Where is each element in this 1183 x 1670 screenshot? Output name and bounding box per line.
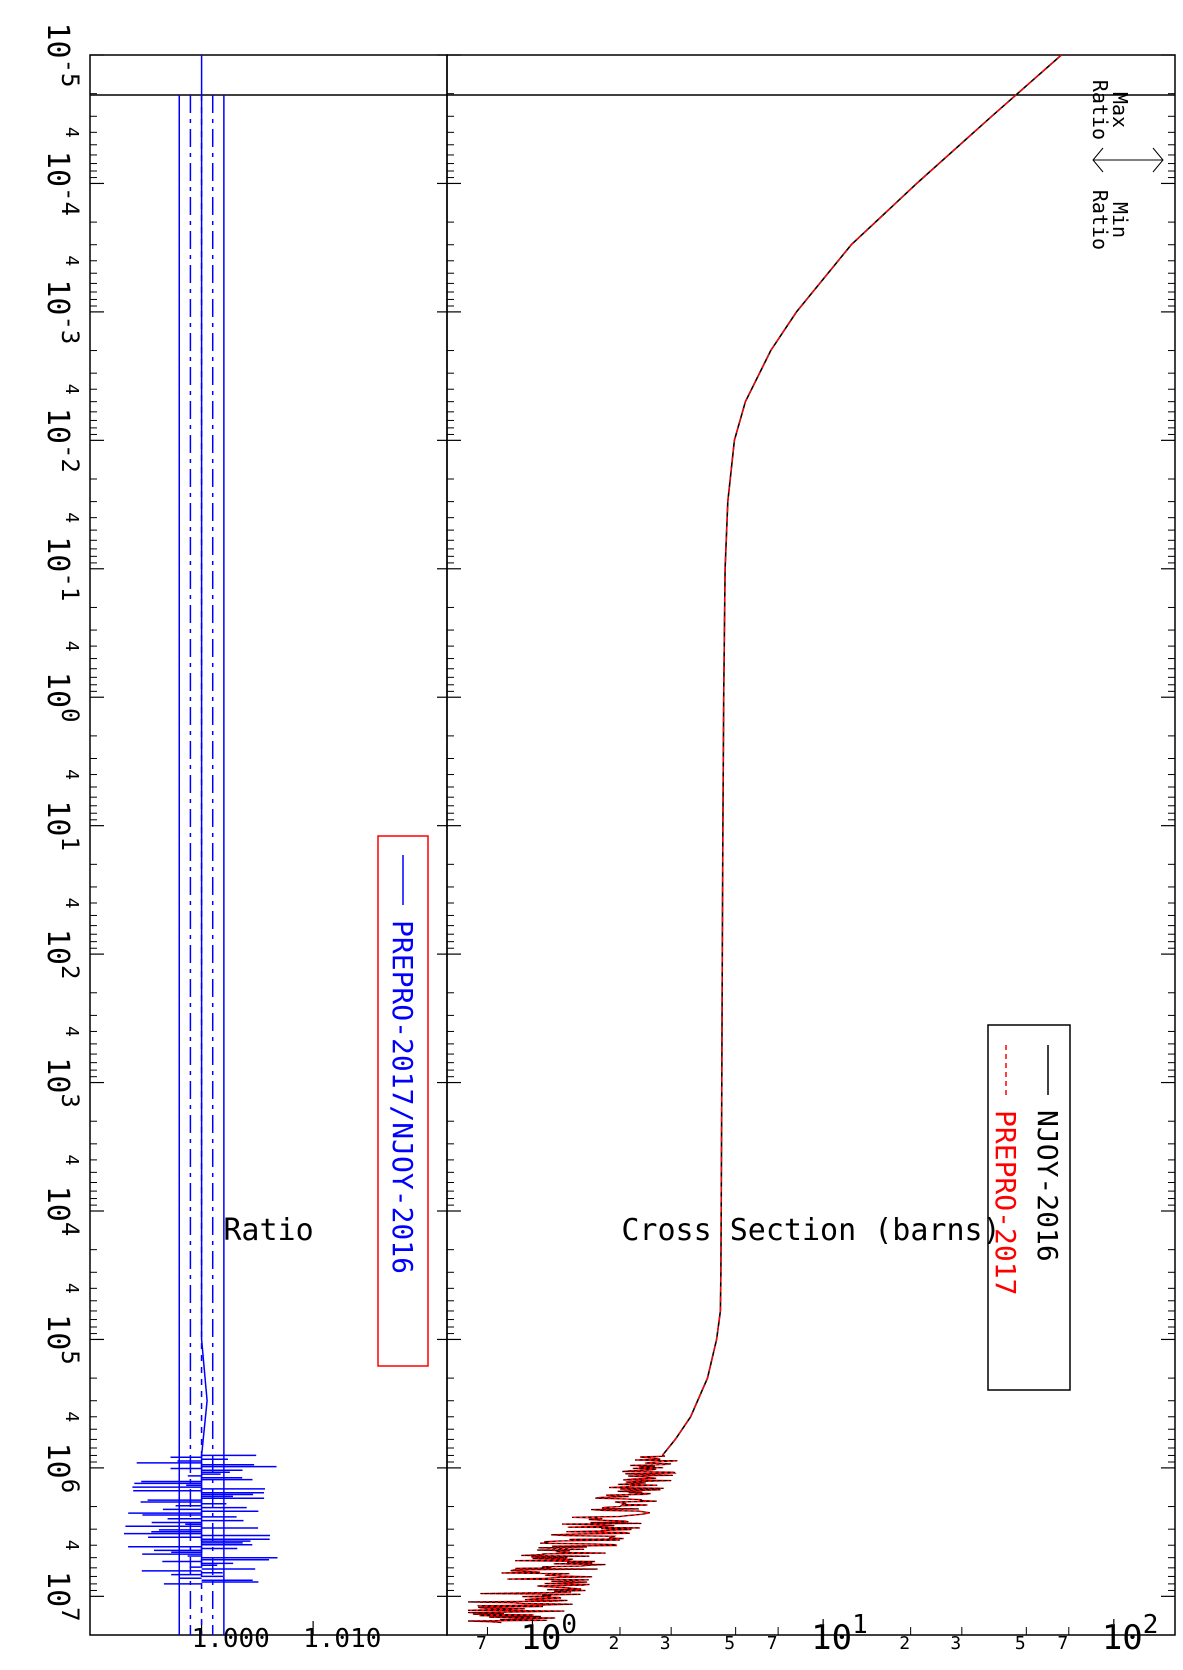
x-tick-label: 10-3: [40, 279, 84, 344]
x-tick-label: 101: [40, 800, 84, 851]
x-tick-label-base: 10: [40, 1186, 75, 1222]
y-top-minor-label: 3: [660, 1633, 671, 1654]
x-tick-label-base: 10: [40, 279, 75, 315]
x-tick-label: 10-2: [40, 408, 84, 473]
series-resonance-njoy-2016: [467, 1454, 678, 1624]
x-tick-label-base: 10: [40, 1571, 75, 1607]
x-minor-tick-label: 4: [61, 769, 82, 780]
x-tick-label-exponent: -2: [56, 444, 84, 473]
ratio-scale-max-ratio: Ratio: [1088, 80, 1112, 140]
x-tick-label-exponent: -4: [56, 187, 84, 216]
y-top-tick-label: 101: [811, 1610, 868, 1658]
y-top-minor-label: 3: [950, 1633, 961, 1654]
y-top-minor-label: 7: [1057, 1633, 1068, 1654]
x-tick-label-base: 10: [40, 151, 75, 187]
x-tick-label-base: 10: [40, 408, 75, 444]
x-tick-label: 105: [40, 1314, 84, 1365]
x-tick-label-base: 10: [40, 22, 75, 58]
x-minor-tick-label: 4: [61, 384, 82, 395]
top-legend-label-1: PREPRO-2017: [989, 1110, 1022, 1295]
x-minor-tick-label: 4: [61, 512, 82, 523]
x-minor-tick-label: 4: [61, 898, 82, 909]
y-top-tick-label-exponent: 1: [852, 1610, 868, 1640]
x-tick-label-base: 10: [40, 1314, 75, 1350]
x-tick-label: 104: [40, 1186, 84, 1237]
y-top-minor-label: 7: [767, 1633, 778, 1654]
ratio-scale-min: Min: [1108, 202, 1132, 238]
y-top-tick-label-exponent: 0: [561, 1610, 577, 1640]
y-top-minor-label: 2: [609, 1633, 620, 1654]
x-tick-label-base: 10: [40, 672, 75, 708]
x-tick-label-exponent: -5: [56, 59, 84, 88]
top-legend-label-0: NJOY-2016: [1031, 1110, 1064, 1262]
bottom-legend-label: PREPRO-2017/NJOY-2016: [386, 920, 419, 1274]
x-minor-tick-label: 4: [61, 641, 82, 652]
y-top-tick-label-base: 10: [1102, 1618, 1143, 1658]
x-tick-label: 102: [40, 929, 84, 980]
y-top-tick-label: 100: [520, 1610, 577, 1658]
y-bot-axis-title: Ratio: [223, 1213, 313, 1248]
x-tick-label: 10-1: [40, 536, 84, 601]
x-minor-tick-label: 4: [61, 1283, 82, 1294]
x-tick-label: 103: [40, 1057, 84, 1108]
x-tick-label-base: 10: [40, 1443, 75, 1479]
x-tick-label: 100: [40, 672, 84, 723]
y-top-tick-label-base: 10: [520, 1618, 561, 1658]
x-tick-label-exponent: 3: [56, 1093, 84, 1107]
ratio-scale-arrowhead-up: [1152, 147, 1164, 173]
series-line-prepro-2017: [661, 54, 1062, 1456]
bottom-panel-frame: [89, 54, 448, 1636]
y-bot-tick-label: 1.000: [192, 1624, 270, 1654]
y-top-minor-label: 2: [899, 1633, 910, 1654]
x-tick-label-exponent: 4: [56, 1222, 84, 1236]
x-tick-label-exponent: -1: [56, 572, 84, 601]
x-tick-label-exponent: -3: [56, 315, 84, 344]
x-tick-label-exponent: 7: [56, 1607, 84, 1621]
x-tick-label-exponent: 6: [56, 1479, 84, 1493]
y-top-minor-label: 5: [724, 1633, 735, 1654]
x-tick-label-exponent: 1: [56, 837, 84, 851]
x-tick-label-base: 10: [40, 536, 75, 572]
ratio-scale-arrowhead-down: [1092, 147, 1104, 173]
x-tick-label-exponent: 0: [56, 708, 84, 722]
x-minor-tick-label: 4: [61, 1154, 82, 1165]
y-top-minor-label: 7: [476, 1633, 487, 1654]
ratio-scale-max: Max: [1108, 92, 1132, 128]
x-minor-tick-label: 4: [61, 255, 82, 266]
x-tick-label: 107: [40, 1571, 84, 1622]
x-minor-tick-label: 4: [61, 127, 82, 138]
x-tick-label: 106: [40, 1443, 84, 1494]
y-top-tick-label-base: 10: [811, 1618, 852, 1658]
y-bot-tick-label: 1.010: [303, 1624, 381, 1654]
x-tick-label: 10-5: [40, 22, 84, 87]
y-top-tick-label-exponent: 2: [1143, 1610, 1159, 1640]
x-tick-label-base: 10: [40, 929, 75, 965]
y-top-axis-title: Cross Section (barns): [621, 1213, 1000, 1248]
x-minor-tick-label: 4: [61, 1540, 82, 1551]
series-ratio-spikes: [124, 1454, 278, 1585]
x-tick-label-exponent: 2: [56, 965, 84, 979]
ratio-scale-min-ratio: Ratio: [1088, 190, 1112, 250]
x-tick-label-base: 10: [40, 1057, 75, 1093]
x-tick-label-exponent: 5: [56, 1350, 84, 1364]
x-minor-tick-label: 4: [61, 1026, 82, 1037]
y-top-tick-label: 102: [1102, 1610, 1159, 1658]
x-minor-tick-label: 4: [61, 1411, 82, 1422]
x-tick-label: 10-4: [40, 151, 84, 216]
bottom-legend-box: [377, 835, 429, 1367]
top-legend-box: [987, 1024, 1071, 1391]
x-tick-label-base: 10: [40, 800, 75, 836]
y-top-minor-label: 5: [1015, 1633, 1026, 1654]
